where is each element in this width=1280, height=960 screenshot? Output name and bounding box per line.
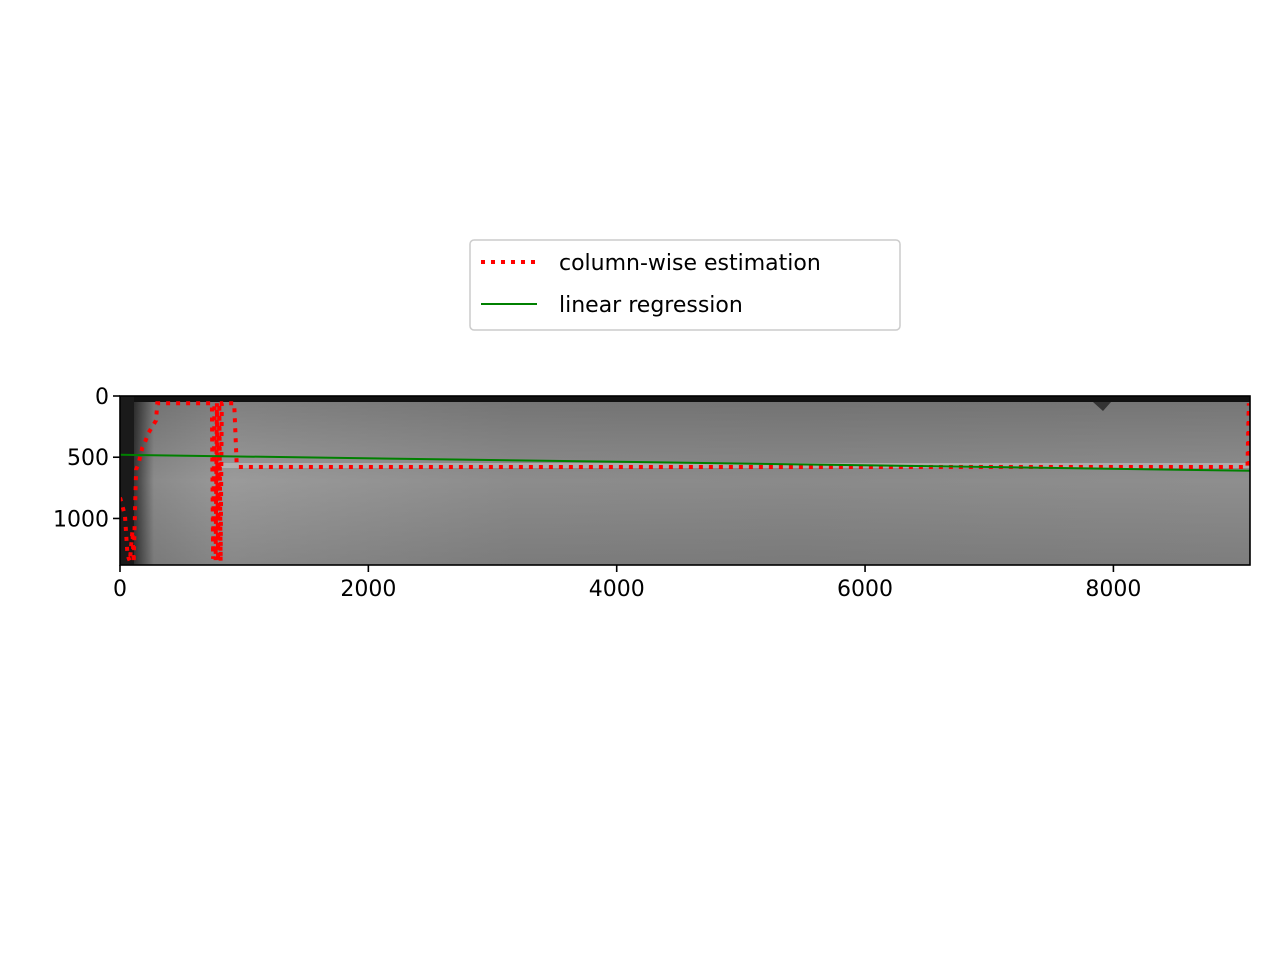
- legend-label-column-wise: column-wise estimation: [559, 251, 821, 276]
- image-shade: [120, 396, 1250, 565]
- x-tick-label-0: 0: [113, 577, 127, 602]
- x-tick-label-1: 2000: [340, 577, 396, 602]
- legend-box: [469, 239, 901, 331]
- series-line-1: [120, 453, 1250, 472]
- x-tick-label-3: 6000: [837, 577, 893, 602]
- series-line-0: [120, 401, 1250, 563]
- image-streak: [220, 463, 1250, 468]
- x-tick-label-4: 8000: [1085, 577, 1141, 602]
- image-background: [120, 396, 1250, 565]
- series-layer: [120, 401, 1250, 563]
- x-tick-label-2: 4000: [589, 577, 645, 602]
- image-top-edge: [120, 396, 1250, 402]
- y-tick-label-2: 1000: [53, 507, 109, 532]
- image-left-edge: [120, 396, 134, 565]
- image-notch: [1093, 402, 1111, 411]
- y-tick-label-1: 500: [67, 446, 109, 471]
- legend-label-regression: linear regression: [559, 293, 743, 318]
- axes-frame: [119, 395, 1251, 566]
- legend: column-wise estimation linear regression: [469, 239, 901, 331]
- y-tick-label-0: 0: [95, 385, 109, 410]
- tick-layer: 0 2000 4000 6000 8000 0 500 1000: [53, 385, 1141, 602]
